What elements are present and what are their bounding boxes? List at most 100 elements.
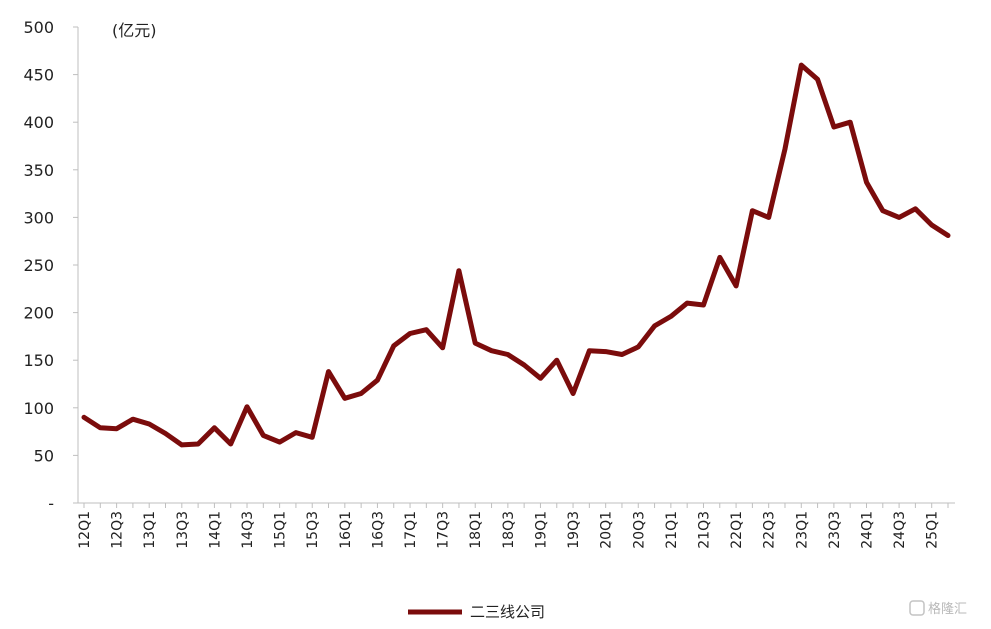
data-point [147,421,152,427]
data-point [114,426,119,431]
data-point [473,340,478,346]
x-tick-label: 18Q1 [468,511,484,549]
x-axis: 12Q1 12Q3 13Q1 13Q3 14Q1 14Q3 15Q1 15Q3 16Q1 16Q3… [77,502,955,549]
data-point [244,404,250,410]
x-tick-label: 13Q1 [142,511,158,549]
data-point [701,302,706,308]
x-tick-label: 14Q3 [240,511,256,549]
x-tick-label: 14Q1 [207,511,223,549]
x-tick-label: 17Q1 [403,511,419,549]
x-tick-label: 18Q3 [501,511,517,549]
data-point [913,206,918,212]
y-tick-label: - [48,494,54,513]
x-tick-label: 21Q1 [664,511,680,549]
x-tick-label: 20Q3 [631,511,647,549]
y-tick-label: 500 [23,18,54,37]
data-point [391,343,396,349]
data-point [684,300,690,306]
data-point [375,377,380,383]
x-tick-label: 25Q1 [925,511,941,549]
data-point [98,425,103,430]
x-tick-label: 12Q1 [77,511,93,549]
watermark-logo-icon [909,600,925,616]
x-tick-label: 15Q1 [273,511,289,549]
data-point [847,120,853,125]
series-line [81,62,951,448]
data-point [945,233,951,238]
watermark: 格隆汇 [909,600,967,617]
data-point [733,283,739,289]
data-point [163,431,168,436]
data-point [179,442,185,448]
data-point [326,369,331,374]
legend-label: 二三线公司 [470,603,545,621]
data-point [619,352,625,357]
x-tick-label: 15Q3 [305,511,321,549]
x-tick-label: 21Q3 [696,511,712,549]
data-point [521,362,527,368]
data-point [717,255,722,260]
x-tick-label: 24Q1 [859,511,875,549]
data-point [668,314,674,319]
watermark-text: 格隆汇 [928,601,967,617]
data-point [342,396,348,401]
legend: 二三线公司 [408,603,545,621]
data-point [212,425,217,430]
y-tick-label: 150 [23,351,54,370]
x-tick-label: 16Q1 [338,511,354,549]
x-tick-label: 13Q3 [175,511,191,549]
x-tick-label: 19Q3 [566,511,582,549]
data-point [929,222,934,228]
series-layer [81,62,951,448]
data-point [570,391,576,396]
data-point [440,345,445,351]
data-point [407,331,413,336]
data-point [652,323,657,329]
data-point [603,349,608,354]
data-point [815,77,820,82]
x-tick-label: 22Q1 [729,511,745,549]
data-point [456,268,462,273]
x-tick-label: 24Q3 [892,511,908,549]
data-point [766,215,771,220]
x-tick-label: 17Q3 [436,511,452,549]
data-point [195,441,201,447]
y-tick-label: 350 [23,161,54,180]
y-tick-label: 50 [34,446,54,465]
data-point [864,179,869,185]
data-point [880,208,885,213]
data-point [505,352,511,357]
x-tick-label: 23Q1 [794,511,810,549]
data-point [896,215,902,220]
data-point [799,62,804,68]
x-tick-label: 19Q1 [533,511,549,549]
data-point [538,376,543,381]
y-tick-label: 200 [23,304,54,323]
data-point [424,327,429,332]
data-point [130,417,136,422]
data-point [293,430,299,435]
x-tick-label: 20Q1 [599,511,615,549]
unit-label: (亿元) [112,21,157,40]
data-point [261,433,266,438]
data-point [358,391,364,396]
data-point [310,435,315,440]
data-point [228,441,233,447]
data-point [587,348,592,353]
y-tick-label: 250 [23,256,54,275]
x-tick-label: 23Q3 [827,511,843,549]
y-axis: - 50 100 150 200 250 300 350 400 450 500 [23,18,79,513]
y-tick-label: 300 [23,208,54,227]
data-point [782,146,788,152]
y-tick-label: 100 [23,399,54,418]
data-point [554,358,559,363]
x-tick-label: 22Q3 [762,511,778,549]
y-tick-label: 400 [23,113,54,132]
data-point [277,439,282,445]
data-point [489,348,494,353]
x-tick-label: 12Q3 [110,511,126,549]
data-point [636,344,641,350]
data-point [831,124,837,130]
data-point [81,415,87,420]
